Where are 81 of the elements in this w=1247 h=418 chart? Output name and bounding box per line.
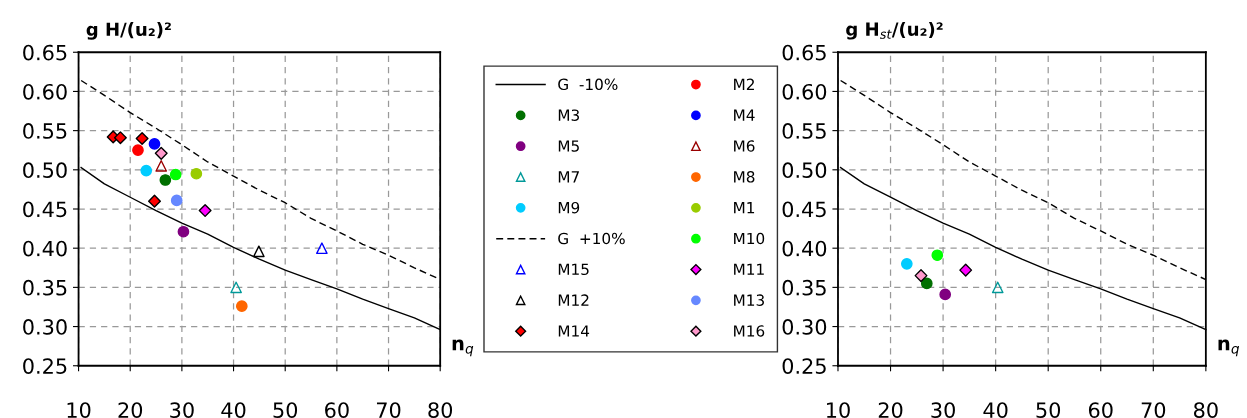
x-tick-label: 50: [273, 402, 298, 418]
point: [169, 168, 182, 181]
x-tick-label: 20: [118, 402, 143, 418]
legend-label: M14: [558, 325, 590, 337]
x-tick-label: 70: [1141, 402, 1166, 418]
point: [939, 288, 952, 301]
legend-label: M11: [734, 263, 764, 275]
x-tick-label: 70: [376, 402, 401, 418]
point: [230, 281, 242, 294]
y-axis-title: g H$_{st}$/(u₂)²: [846, 22, 943, 40]
y-tick-label: 0.60: [23, 83, 67, 100]
point: [148, 138, 161, 150]
y-tick-label: 0.65: [23, 44, 67, 61]
point: [147, 194, 162, 208]
x-tick-label: 60: [1088, 402, 1113, 418]
point: [900, 258, 913, 270]
y-tick-label: 0.55: [23, 123, 67, 139]
legend-label: M10: [734, 232, 765, 245]
point: [959, 263, 973, 277]
legend-label: M3: [558, 109, 579, 121]
point: [177, 225, 190, 238]
point: [920, 277, 933, 290]
legend-label: G -10%: [558, 78, 618, 91]
y-tick-label: 0.35: [23, 279, 67, 296]
legend-label: M2: [734, 78, 754, 90]
x-tick-label: 30: [170, 402, 194, 418]
point: [170, 194, 183, 207]
point: [113, 131, 127, 145]
y-tick-label: 0.40: [782, 240, 827, 257]
point: [316, 242, 328, 255]
y-tick-label: 0.45: [23, 201, 67, 218]
legend-label: M12: [558, 294, 589, 306]
point: [132, 144, 144, 157]
y-tick-label: 0.40: [23, 240, 67, 257]
x-tick-label: 60: [325, 402, 349, 418]
x-tick-label: 30: [931, 402, 955, 418]
legend-label: M6: [734, 140, 755, 152]
x-tick-label: 40: [221, 402, 246, 418]
legend-label: M1: [734, 202, 755, 214]
legend-label: M7: [558, 171, 579, 183]
y-tick-label: 0.30: [23, 319, 67, 335]
legend-label: G +10%: [558, 232, 625, 245]
point: [253, 245, 265, 258]
x-tick-label: 40: [983, 402, 1008, 418]
y-tick-label: 0.50: [23, 162, 67, 179]
y-tick-label: 0.60: [782, 83, 827, 100]
point: [991, 281, 1004, 294]
x-tick-label: 10: [67, 402, 91, 418]
point: [135, 131, 149, 145]
y-tick-label: 0.25: [782, 358, 826, 374]
legend-label: M16: [734, 325, 765, 337]
point: [931, 249, 944, 262]
point: [155, 160, 168, 172]
x-axis-title: n$_{q}$: [452, 339, 474, 357]
legend-label: M13: [734, 294, 764, 306]
legend-label: M9: [558, 201, 580, 214]
y-tick-label: 0.35: [782, 279, 826, 296]
legend-label: M4: [734, 109, 755, 121]
point: [190, 167, 203, 180]
y-tick-label: 0.25: [23, 358, 67, 374]
point: [914, 269, 928, 283]
y-axis-title: g H/(u₂)²: [86, 22, 171, 40]
point: [235, 300, 248, 313]
point: [159, 174, 172, 186]
legend-label: M5: [558, 140, 579, 152]
x-tick-label: 50: [1036, 402, 1061, 418]
x-axis-title: n$_{q}$: [1218, 339, 1240, 357]
y-tick-label: 0.65: [782, 44, 826, 61]
point: [154, 146, 168, 160]
y-tick-label: 0.50: [782, 162, 827, 179]
x-tick-label: 20: [878, 402, 903, 418]
legend-label: M15: [558, 263, 589, 276]
x-tick-label: 80: [1194, 402, 1218, 418]
y-tick-label: 0.45: [782, 201, 826, 218]
x-tick-label: 80: [428, 402, 453, 418]
x-tick-label: 10: [827, 402, 850, 418]
y-tick-label: 0.30: [782, 319, 827, 335]
point: [198, 204, 212, 218]
point: [140, 164, 153, 177]
legend-label: M8: [734, 171, 755, 183]
y-tick-label: 0.55: [782, 123, 826, 139]
